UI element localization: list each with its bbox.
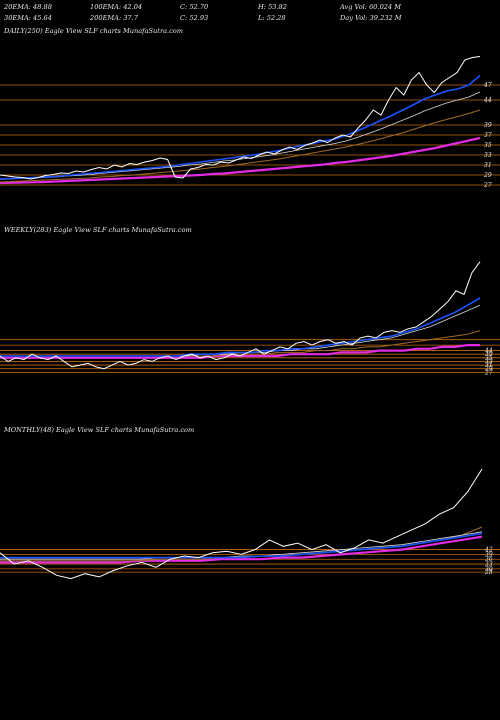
tick-label-0-1: 44 <box>483 97 492 104</box>
price-line-1 <box>0 261 481 370</box>
tick-label-1-1: 39 <box>485 351 493 358</box>
ema100-line-0 <box>0 109 481 183</box>
ema30-line-0 <box>0 91 481 180</box>
tick-label-2-0: 42 <box>484 547 493 554</box>
ema20-line-1 <box>0 297 481 357</box>
tick-label-2-2: 36 <box>485 556 493 563</box>
tick-label-1-4: 31 <box>485 362 493 369</box>
tick-label-0-0: 47 <box>483 82 492 89</box>
tick-label-0-7: 29 <box>483 172 492 179</box>
tick-label-1-5: 29 <box>484 366 493 373</box>
tick-label-2-3: 33 <box>485 561 493 568</box>
tick-label-0-2: 39 <box>484 122 492 129</box>
ema200-line-2 <box>0 535 483 564</box>
ema20-value: 20EMA: 48.88 <box>4 3 52 11</box>
ema100-value: 100EMA: 42.04 <box>90 3 143 11</box>
open-value: C: 52.70 <box>180 3 209 11</box>
weekly-panel-label: WEEKLY(283) Eagle View SLF charts Munafa… <box>4 226 192 234</box>
tick-label-0-4: 35 <box>484 142 492 149</box>
tick-label-0-6: 31 <box>484 162 492 169</box>
ema200-line-0 <box>0 136 481 185</box>
tick-label-1-3: 33 <box>485 358 493 365</box>
price-line-2 <box>0 468 483 580</box>
high-value: H: 53.82 <box>258 3 287 11</box>
daily-panel-label: DAILY(250) Eagle View SLF charts MunafaS… <box>4 27 184 35</box>
tick-label-2-1: 39 <box>485 551 493 558</box>
ema20-line-0 <box>0 74 481 180</box>
price-line-0 <box>0 56 481 180</box>
tick-label-0-3: 37 <box>484 132 492 139</box>
tick-label-1-0: 44 <box>484 348 493 355</box>
tick-label-0-5: 33 <box>484 152 492 159</box>
day-volume-value: Day Vol: 39.232 M <box>340 14 402 22</box>
low-value: L: 52.28 <box>258 14 286 22</box>
ema200-value: 200EMA: 37.7 <box>90 14 138 22</box>
tick-label-0-8: 27 <box>483 182 492 189</box>
tick-label-1-6: 27 <box>484 369 493 376</box>
tick-label-2-5: 28 <box>484 569 493 576</box>
avg-volume-value: Avg Vol: 60.024 M <box>340 3 402 11</box>
ema30-value: 30EMA: 45.64 <box>4 14 52 22</box>
ema30-line-2 <box>0 531 483 560</box>
ema20-line-2 <box>0 532 483 559</box>
tick-label-1-2: 35 <box>485 355 493 362</box>
monthly-panel-label: MONTHLY(48) Eagle View SLF charts Munafa… <box>4 426 195 434</box>
close-value: C: 52.93 <box>180 14 209 22</box>
tick-label-2-4: 30 <box>485 566 493 573</box>
